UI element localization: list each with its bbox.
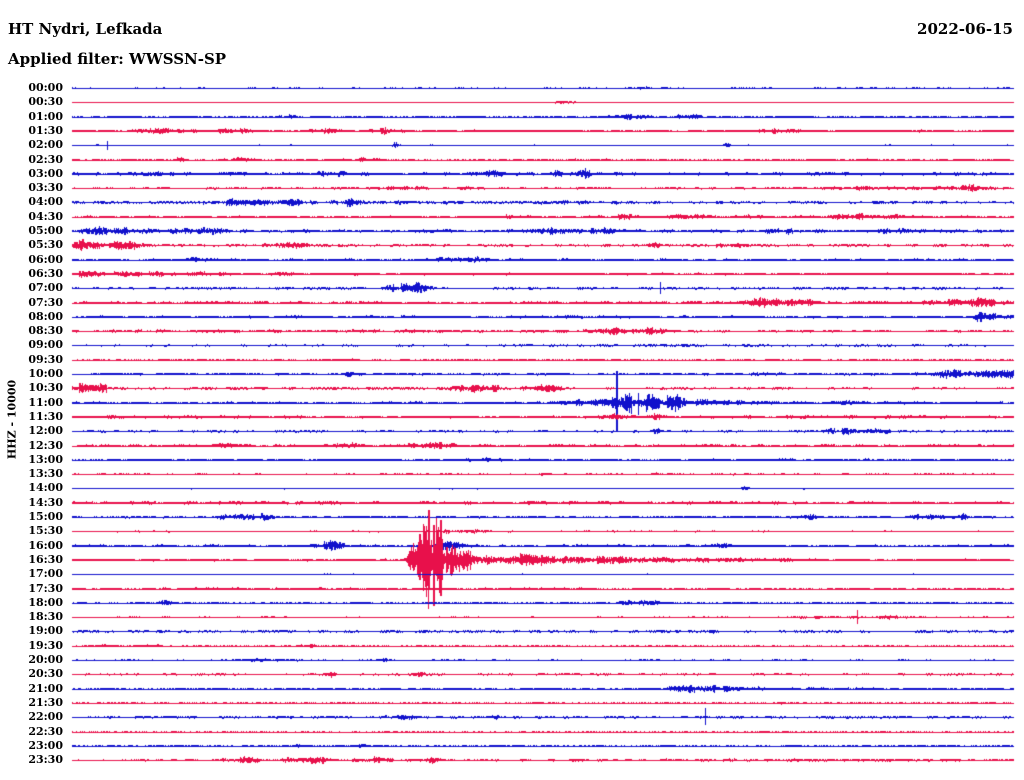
seismogram-canvas bbox=[0, 0, 1024, 780]
helicorder-page: HT Nydri, Lefkada 2022-06-15 Applied fil… bbox=[0, 0, 1024, 780]
